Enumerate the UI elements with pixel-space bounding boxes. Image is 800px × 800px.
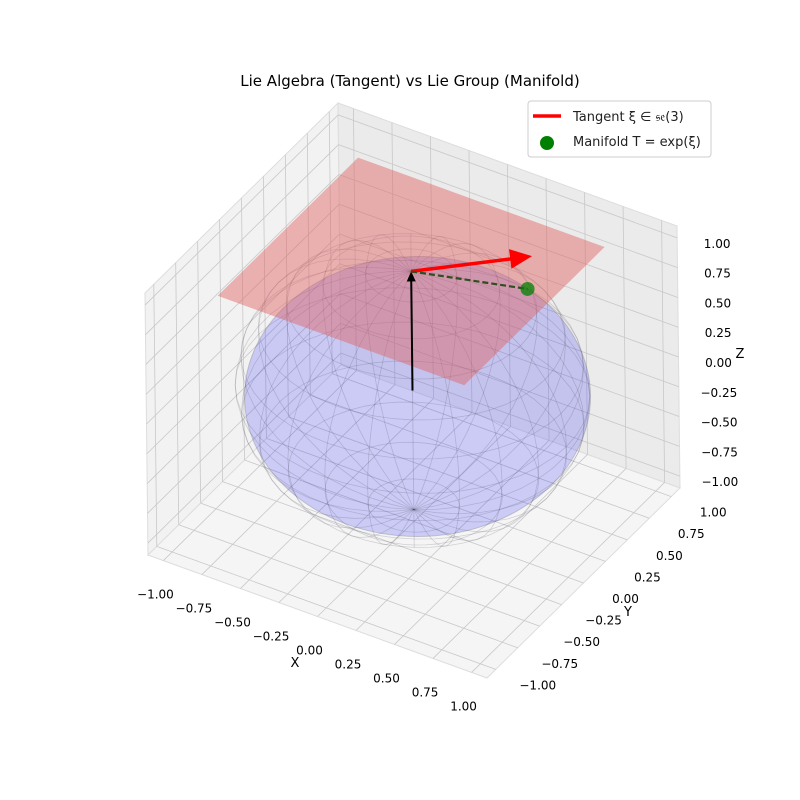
sphere-longitude	[324, 243, 501, 538]
sphere-longitude	[240, 266, 585, 515]
grid-line-z	[339, 233, 679, 358]
sphere-longitude	[234, 271, 591, 510]
sphere-longitude	[287, 252, 538, 529]
grid-line-x	[584, 192, 588, 455]
grid-line-y	[266, 438, 606, 562]
x-tick-label: −0.25	[253, 630, 290, 644]
geodesic-dashed-line	[410, 270, 528, 291]
grid-line-y	[244, 459, 584, 584]
sphere-outline	[244, 256, 591, 537]
y-tick-label: −1.00	[519, 678, 556, 692]
y-tick-label: 1.00	[700, 506, 727, 520]
grid-line-z	[338, 174, 678, 298]
x-tick-label: −0.50	[214, 616, 251, 630]
grid-line-y	[306, 133, 311, 396]
legend: Tangent ξ ∈ 𝔰𝔢(3) Manifold T = exp(ξ)	[527, 100, 712, 158]
sphere-latitude	[240, 260, 584, 460]
sphere-longitude	[241, 269, 584, 512]
sphere-latitude	[324, 441, 503, 546]
grid-line-x	[432, 468, 627, 659]
y-tick-label: 0.00	[612, 592, 639, 606]
grid-line-z	[145, 203, 340, 395]
z-axis-label: Z	[736, 347, 745, 362]
legend-manifold-label: Manifold T = exp(ξ)	[573, 135, 701, 150]
grid-line-x	[394, 454, 588, 645]
y-tick-label: 0.25	[634, 570, 661, 584]
x-tick-label: −0.75	[176, 602, 213, 616]
y-tick-label: 0.50	[656, 549, 683, 563]
legend-frame	[527, 100, 712, 158]
x-tick-label: 0.00	[296, 644, 323, 658]
normal-arrow-head	[406, 271, 416, 282]
grid-line-z	[339, 203, 679, 328]
tangent-vector-shaft	[410, 256, 520, 274]
y-tick-label: −0.25	[585, 614, 622, 628]
sphere-latitude	[287, 401, 540, 548]
z-tick-label: 0.25	[705, 326, 732, 340]
z-tick-label: −1.00	[701, 475, 738, 489]
grid-line-y	[328, 111, 333, 374]
sphere-longitude	[410, 233, 415, 548]
sphere-latitude	[367, 478, 461, 533]
grid-line-y	[284, 154, 289, 417]
grid-line-z	[145, 144, 339, 335]
z-tick-label: 1.00	[704, 237, 731, 251]
grid-lines	[144, 108, 681, 673]
sphere-surface	[234, 233, 591, 548]
tick-labels: −1.00−1.00−1.00−0.75−0.75−0.75−0.50−0.50…	[137, 237, 738, 714]
y-axis-label: Y	[623, 605, 632, 620]
z-tick-label: 0.75	[704, 267, 731, 281]
sphere-longitude	[259, 262, 566, 519]
grid-line-y	[332, 373, 672, 498]
x-axis-label: X	[291, 656, 300, 671]
sphere-latitude	[257, 241, 566, 421]
grid-line-y	[310, 394, 650, 519]
x-tick-label: 0.25	[335, 657, 362, 671]
chart-title: Lie Algebra (Tangent) vs Lie Group (Mani…	[240, 72, 579, 90]
z-tick-label: 0.00	[705, 356, 732, 370]
tangent-vector-head	[508, 249, 533, 269]
grid-line-z	[144, 114, 339, 306]
sphere-longitude	[365, 234, 460, 547]
x-tick-label: 1.00	[450, 699, 477, 713]
manifold-point	[520, 281, 535, 296]
x-tick-label: 0.75	[412, 685, 439, 699]
grid-line-z	[337, 114, 678, 239]
z-tick-label: −0.50	[701, 416, 738, 430]
y-tick-label: −0.75	[541, 657, 578, 671]
legend-tangent-label: Tangent ξ ∈ 𝔰𝔢(3)	[572, 110, 684, 125]
grid-line-z	[338, 144, 678, 269]
sphere-longitude	[322, 239, 503, 542]
grid-line-z	[145, 174, 340, 365]
sphere-longitude	[285, 248, 540, 533]
sphere-latitude	[234, 287, 591, 494]
sphere-latitude	[259, 360, 568, 540]
sphere-longitude	[258, 258, 567, 523]
normal-arrow-shaft	[410, 277, 414, 391]
grid-line-x	[545, 178, 550, 441]
grid-line-y	[263, 176, 267, 439]
grid-line-x	[355, 440, 550, 631]
legend-manifold-swatch	[540, 136, 554, 150]
grid-line-y	[288, 416, 628, 541]
grid-line-z	[146, 233, 340, 425]
grid-line-x	[661, 220, 665, 483]
sphere-latitude	[241, 321, 585, 521]
sphere-longitude	[367, 236, 458, 545]
y-tick-label: 0.75	[678, 527, 705, 541]
grid-line-x	[622, 206, 627, 469]
x-tick-label: 0.50	[373, 671, 400, 685]
x-tick-label: −1.00	[137, 588, 174, 602]
z-tick-label: 0.50	[704, 296, 731, 310]
z-tick-label: −0.75	[701, 445, 738, 459]
vectors	[406, 249, 535, 391]
y-tick-label: −0.50	[563, 635, 600, 649]
z-tick-label: −0.25	[700, 386, 737, 400]
grid-line-x	[471, 482, 665, 673]
